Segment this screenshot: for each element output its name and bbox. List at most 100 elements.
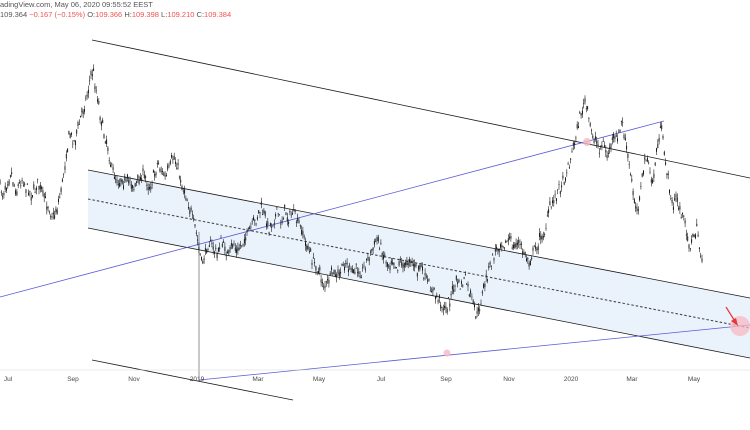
candle-body: [689, 248, 691, 250]
candle-body: [570, 158, 572, 160]
candle-body: [502, 246, 504, 248]
candle-body: [32, 195, 33, 198]
candle-body: [137, 174, 139, 179]
candle-body: [476, 311, 478, 314]
candle-body: [620, 121, 622, 122]
candle-body: [113, 176, 115, 179]
candle-body: [284, 204, 286, 209]
candle-body: [498, 249, 500, 253]
candle-body: [151, 184, 153, 186]
candle-body: [208, 245, 210, 247]
candle-body: [28, 192, 30, 196]
candle-body: [464, 274, 466, 276]
candle-body: [641, 173, 643, 177]
candle-body: [671, 200, 673, 203]
candle-body: [519, 243, 521, 245]
candle-body: [108, 160, 110, 161]
candle-body: [427, 279, 429, 282]
candle-body: [355, 263, 357, 265]
candle-body: [350, 267, 352, 270]
candle-body: [550, 206, 552, 208]
candle-body: [665, 162, 667, 165]
candle-body: [477, 307, 479, 312]
candle-body: [549, 201, 551, 206]
candle-body: [353, 269, 355, 273]
candle-body: [155, 172, 157, 176]
candle-body: [605, 150, 607, 153]
candle-body: [297, 218, 299, 221]
candle-body: [500, 244, 501, 248]
candle-body: [172, 159, 174, 161]
candle-body: [358, 271, 360, 275]
candle-body: [160, 171, 162, 172]
candle-body: [545, 227, 547, 229]
candle-body: [241, 245, 243, 247]
candle-body: [511, 247, 513, 249]
candle-body: [342, 264, 344, 267]
candle-body: [666, 173, 668, 175]
candle-body: [206, 249, 208, 254]
candle-body: [115, 179, 117, 180]
candle-body: [341, 263, 343, 265]
candle-body: [613, 133, 615, 138]
price-change: −0.167 (−0.15%): [29, 10, 86, 19]
candle-body: [578, 126, 579, 129]
candle-body: [518, 240, 520, 243]
upper-channel-line: [91, 39, 750, 179]
candle-body: [383, 255, 384, 260]
candle-body: [159, 168, 161, 172]
candle-body: [286, 217, 288, 222]
candle-body: [700, 255, 702, 257]
candle-body: [281, 220, 283, 223]
candle-body: [329, 272, 331, 275]
candle-body: [336, 274, 338, 278]
candle-body: [95, 90, 97, 92]
candle-body: [8, 180, 10, 185]
candle-body: [347, 269, 349, 272]
candle-body: [74, 140, 76, 146]
candle-body: [627, 153, 629, 158]
candle-body: [67, 148, 69, 153]
candle-body: [571, 151, 573, 153]
candle-body: [514, 243, 516, 248]
candle-body: [631, 179, 633, 181]
x-tick-label: May: [688, 376, 701, 383]
candle-body: [141, 178, 143, 181]
candle-body: [276, 207, 278, 208]
candle-body: [106, 139, 108, 144]
candle-body: [279, 214, 280, 216]
candle-body: [667, 173, 669, 176]
candle-body: [26, 183, 28, 185]
candle-body: [458, 279, 460, 283]
candle-body: [548, 209, 550, 213]
candle-body: [594, 136, 596, 140]
candle-body: [191, 214, 193, 216]
candle-body: [285, 212, 287, 215]
candle-body: [249, 227, 251, 230]
candle-body: [245, 237, 247, 241]
candle-body: [289, 211, 291, 213]
candle-body: [535, 246, 537, 249]
candle-body: [203, 258, 205, 260]
candle-body: [189, 210, 191, 214]
candle-body: [251, 221, 253, 222]
candle-body: [695, 234, 696, 239]
candle-body: [697, 234, 699, 237]
candle-body: [438, 295, 440, 298]
candle-body: [216, 253, 218, 259]
candle-body: [698, 247, 700, 249]
candle-body: [581, 110, 583, 115]
candle-body: [509, 236, 511, 239]
last-price: 109.364: [0, 10, 28, 19]
candle-body: [72, 143, 74, 145]
candle-body: [220, 237, 222, 239]
candle-body: [104, 141, 106, 144]
candle-body: [410, 260, 412, 263]
candle-body: [340, 271, 342, 274]
candle-body: [240, 244, 241, 246]
candle-body: [683, 215, 685, 217]
candle-body: [380, 243, 382, 244]
candle-body: [332, 272, 334, 274]
candle-body: [221, 243, 223, 247]
